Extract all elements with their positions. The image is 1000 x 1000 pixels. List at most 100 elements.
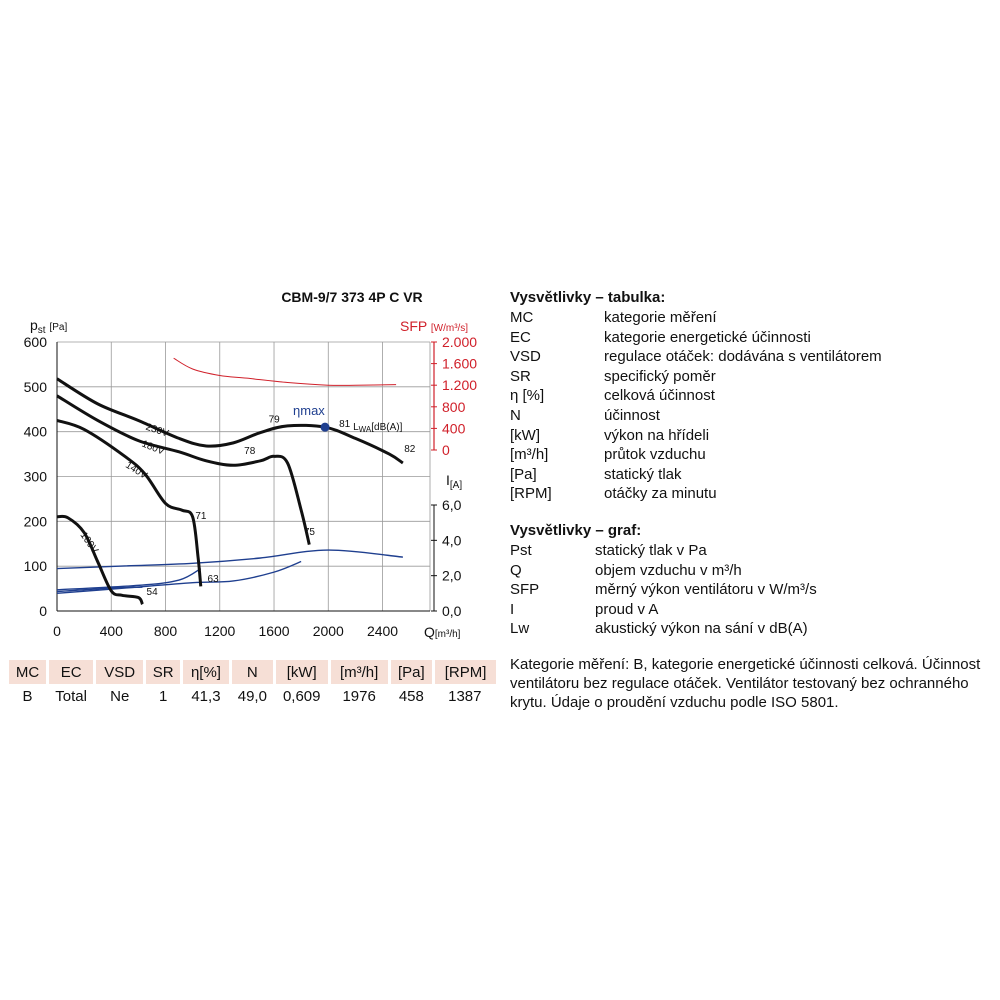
legend-row: η [%] celková účinnost <box>510 386 882 406</box>
current-tick-label: 0,0 <box>442 603 462 619</box>
legend-key: SR <box>510 367 531 385</box>
legend-table-title: Vysvětlivky – tabulka: <box>510 289 666 306</box>
sfp-tick-label: 0 <box>442 442 450 458</box>
table-header-cell: N <box>228 660 275 684</box>
current-axis-label: I[A] <box>446 472 462 491</box>
table-cell: 41,3 <box>191 687 221 705</box>
table-row: B Total Ne 1 41,3 49,0 0,609 1976 458 1387 <box>8 684 497 708</box>
legend-row: VSD regulace otáček: dodávána s ventiláto… <box>510 347 882 367</box>
current-curves <box>56 549 403 595</box>
table-header-cell: MC <box>5 660 48 684</box>
legend-desc: statický tlak v Pa <box>595 542 707 559</box>
legend-desc: měrný výkon ventilátoru v W/m³/s <box>595 581 817 599</box>
current-tick-label: 2,0 <box>442 568 462 584</box>
legend-row: EC kategorie energetické účinnosti <box>510 328 882 348</box>
current-curve-140v <box>56 567 202 591</box>
lwa-label: LWA[dB(A)] <box>353 422 402 434</box>
current-axis-label-main: I <box>446 472 450 488</box>
eta-max-label: ηmax <box>293 403 325 418</box>
lwa-label-unit: [dB(A)] <box>371 422 402 433</box>
pressure-curve-180v <box>56 394 311 545</box>
legend-desc: kategorie energetické účinnosti <box>604 328 811 346</box>
legend-key: [RPM] <box>510 485 552 503</box>
pressure-curve-230v <box>56 377 404 465</box>
legend-key: [m³/h] <box>510 446 549 464</box>
lwa-value-label: 81 <box>339 419 351 430</box>
sfp-curve <box>173 357 397 386</box>
current-tick-label: 6,0 <box>442 497 462 513</box>
y-axis-label-sub: st <box>38 325 46 336</box>
legend-key: [kW] <box>510 426 540 444</box>
x-axis-unit: [m³/h] <box>435 629 461 640</box>
table-cell: 458 <box>398 687 424 705</box>
sfp-tick-label: 1.600 <box>442 356 477 372</box>
lwa-value-label: 79 <box>269 415 281 426</box>
table-header-cell: [RPM] <box>432 660 496 684</box>
legend-row: [RPM] otáčky za minutu <box>510 484 882 504</box>
x-tick-label: 0 <box>53 623 61 639</box>
curve-voltage-label: 140V <box>123 460 149 482</box>
fan-performance-chart: 0 400 800 1200 1600 2000 2400 0 100 200 300 400 500 6… <box>24 289 478 640</box>
pressure-curves <box>56 377 404 606</box>
sfp-axis-unit: [W/m³/s] <box>431 323 468 334</box>
legend-desc: kategorie měření <box>604 309 717 326</box>
table-header-cell: [Pa] <box>387 660 434 684</box>
legend-key: Lw <box>510 620 530 638</box>
legend-key: MC <box>510 309 534 326</box>
table-header-row: MC EC VSD SR η[%] N [kW] [m³/h] [Pa] [RPM] <box>5 660 496 684</box>
legend-graph-title: Vysvětlivky – graf: <box>510 522 642 539</box>
current-curve-180v <box>56 560 302 595</box>
measurement-note: Kategorie měření: B, kategorie energetic… <box>510 656 981 711</box>
table-cell: 0,609 <box>282 687 321 705</box>
legend-row: [Pa] statický tlak <box>510 465 882 485</box>
legend-row: [kW] výkon na hřídeli <box>510 426 882 446</box>
legend-desc: otáčky za minutu <box>604 485 717 503</box>
y-tick-label: 200 <box>24 513 48 529</box>
chart-axes: 0 400 800 1200 1600 2000 2400 0 100 200 300 400 500 6… <box>24 334 478 639</box>
legend-graph: Vysvětlivky – graf: Pst statický tlak v P… <box>510 522 817 639</box>
legend-row: Lw akustický výkon na sání v dB(A) <box>510 619 817 639</box>
table-cell: 1976 <box>342 687 376 705</box>
x-tick-label: 2000 <box>313 623 344 639</box>
table-header-cell: [m³/h] <box>327 660 390 684</box>
legend-desc: průtok vzduchu <box>604 446 706 464</box>
table-cell: B <box>22 687 33 705</box>
sfp-tick-label: 1.200 <box>442 377 477 393</box>
legend-key: [Pa] <box>510 465 537 483</box>
legend-desc: statický tlak <box>604 465 682 483</box>
curve-voltage-label: 100V <box>78 530 101 556</box>
parameters-table: MC EC VSD SR η[%] N [kW] [m³/h] [Pa] [RPM] B Total… <box>5 660 497 708</box>
legend-desc: regulace otáček: dodávána s ventilátorem <box>604 348 882 366</box>
y-axis-label: pst [Pa] <box>30 317 67 336</box>
sfp-tick-label: 2.000 <box>442 334 477 350</box>
y-tick-label: 500 <box>24 379 48 395</box>
lwa-value-label: 75 <box>304 527 316 538</box>
x-axis-label-main: Q <box>424 624 435 640</box>
x-tick-label: 400 <box>100 623 124 639</box>
legend-key: Q <box>510 561 522 579</box>
sfp-tick-label: 800 <box>442 399 466 415</box>
current-axis-unit: [A] <box>450 480 462 491</box>
table-cell: Total <box>55 687 87 705</box>
y-tick-label: 300 <box>24 469 48 485</box>
legend-key: I <box>510 600 515 618</box>
legend-desc: proud v A <box>595 600 659 618</box>
x-tick-label: 1200 <box>204 623 235 639</box>
lwa-value-label: 63 <box>208 574 220 585</box>
curve-voltage-label: 230V <box>144 422 170 440</box>
table-cell: 49,0 <box>237 687 267 705</box>
legend-key: N <box>510 406 521 424</box>
lwa-label-sub: WA <box>359 425 372 434</box>
current-curve-230v <box>56 549 403 570</box>
x-tick-label: 2400 <box>367 623 398 639</box>
lwa-value-label: 78 <box>244 446 256 457</box>
pressure-curve-100v <box>56 514 144 606</box>
legend-key: SFP <box>510 581 540 599</box>
table-header-cell: [kW] <box>272 660 330 684</box>
sfp-axis-label: SFP [W/m³/s] <box>400 318 468 334</box>
chart-grid <box>56 341 431 612</box>
x-axis-label: Q[m³/h] <box>424 624 461 640</box>
